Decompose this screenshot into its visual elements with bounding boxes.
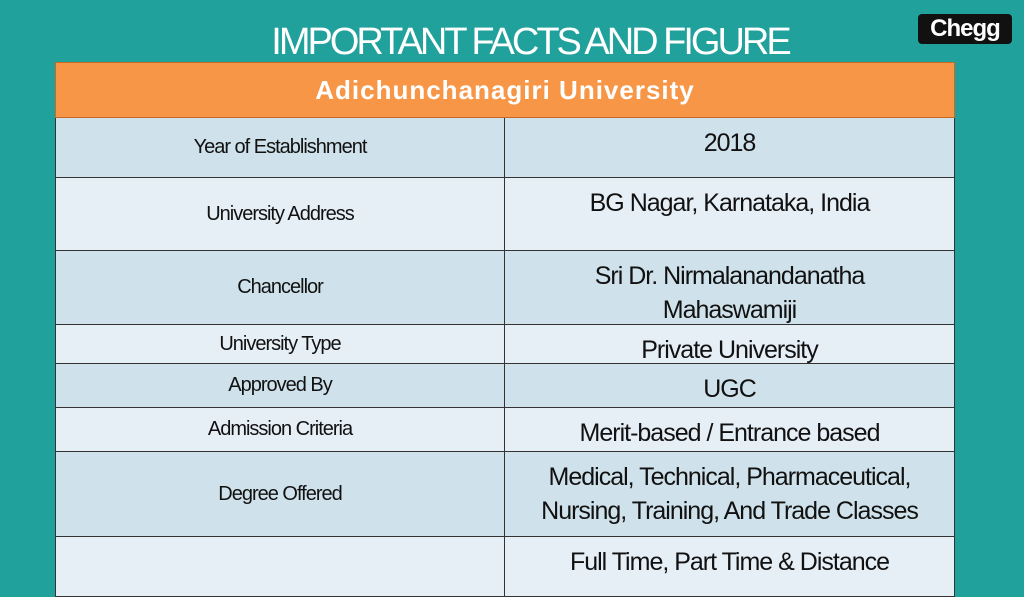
row-value: UGC: [505, 364, 955, 407]
row-value-text: Sri Dr. Nirmalanandanatha Mahaswamiji: [594, 262, 866, 324]
row-label: Approved By: [55, 364, 505, 407]
table-row: Full Time, Part Time & Distance: [55, 537, 955, 597]
row-label: [55, 537, 505, 596]
row-label: Year of Establishment: [55, 118, 505, 177]
row-value-text: BG Nagar, Karnataka, India: [589, 189, 871, 217]
row-label: Degree Offered: [55, 452, 505, 536]
table-header: Adichunchanagiri University: [55, 62, 955, 118]
table-row: Degree Offered Medical, Technical, Pharma…: [55, 452, 955, 537]
row-label: University Type: [55, 325, 505, 363]
row-value: Private University: [505, 325, 955, 364]
row-label: Admission Criteria: [55, 408, 505, 451]
row-value-text: UGC: [703, 375, 757, 403]
table-row: University Type Private University: [55, 325, 955, 364]
row-value-text: Medical, Technical, Pharmaceutical, Nurs…: [541, 463, 919, 525]
logo: Chegg: [918, 14, 1012, 44]
row-value: Full Time, Part Time & Distance: [505, 537, 955, 596]
row-value-text: Full Time, Part Time & Distance: [569, 548, 890, 576]
row-value: Sri Dr. Nirmalanandanatha Mahaswamiji: [505, 251, 955, 324]
row-value-text: Private University: [641, 336, 818, 364]
row-value-text: Merit-based / Entrance based: [579, 419, 881, 447]
table-row: Chancellor Sri Dr. Nirmalanandanatha Maha…: [55, 251, 955, 325]
slide-title: IMPORTANT FACTS AND FIGURE: [271, 21, 791, 63]
table-row: Approved By UGC: [55, 364, 955, 408]
row-label: University Address: [55, 178, 505, 250]
row-value: BG Nagar, Karnataka, India: [505, 178, 955, 250]
table-row: Admission Criteria Merit-based / Entrance…: [55, 408, 955, 452]
table-row: University Address BG Nagar, Karnataka, I…: [55, 178, 955, 251]
row-label: Chancellor: [55, 251, 505, 324]
row-value: Merit-based / Entrance based: [505, 408, 955, 451]
row-value: Medical, Technical, Pharmaceutical, Nurs…: [505, 452, 955, 536]
row-value-text: 2018: [703, 129, 757, 157]
slide: IMPORTANT FACTS AND FIGURE Chegg Adichun…: [55, 14, 1012, 597]
table-row: Year of Establishment 2018: [55, 118, 955, 178]
facts-table: Adichunchanagiri University Year of Esta…: [55, 62, 955, 597]
row-value: 2018: [505, 118, 955, 177]
